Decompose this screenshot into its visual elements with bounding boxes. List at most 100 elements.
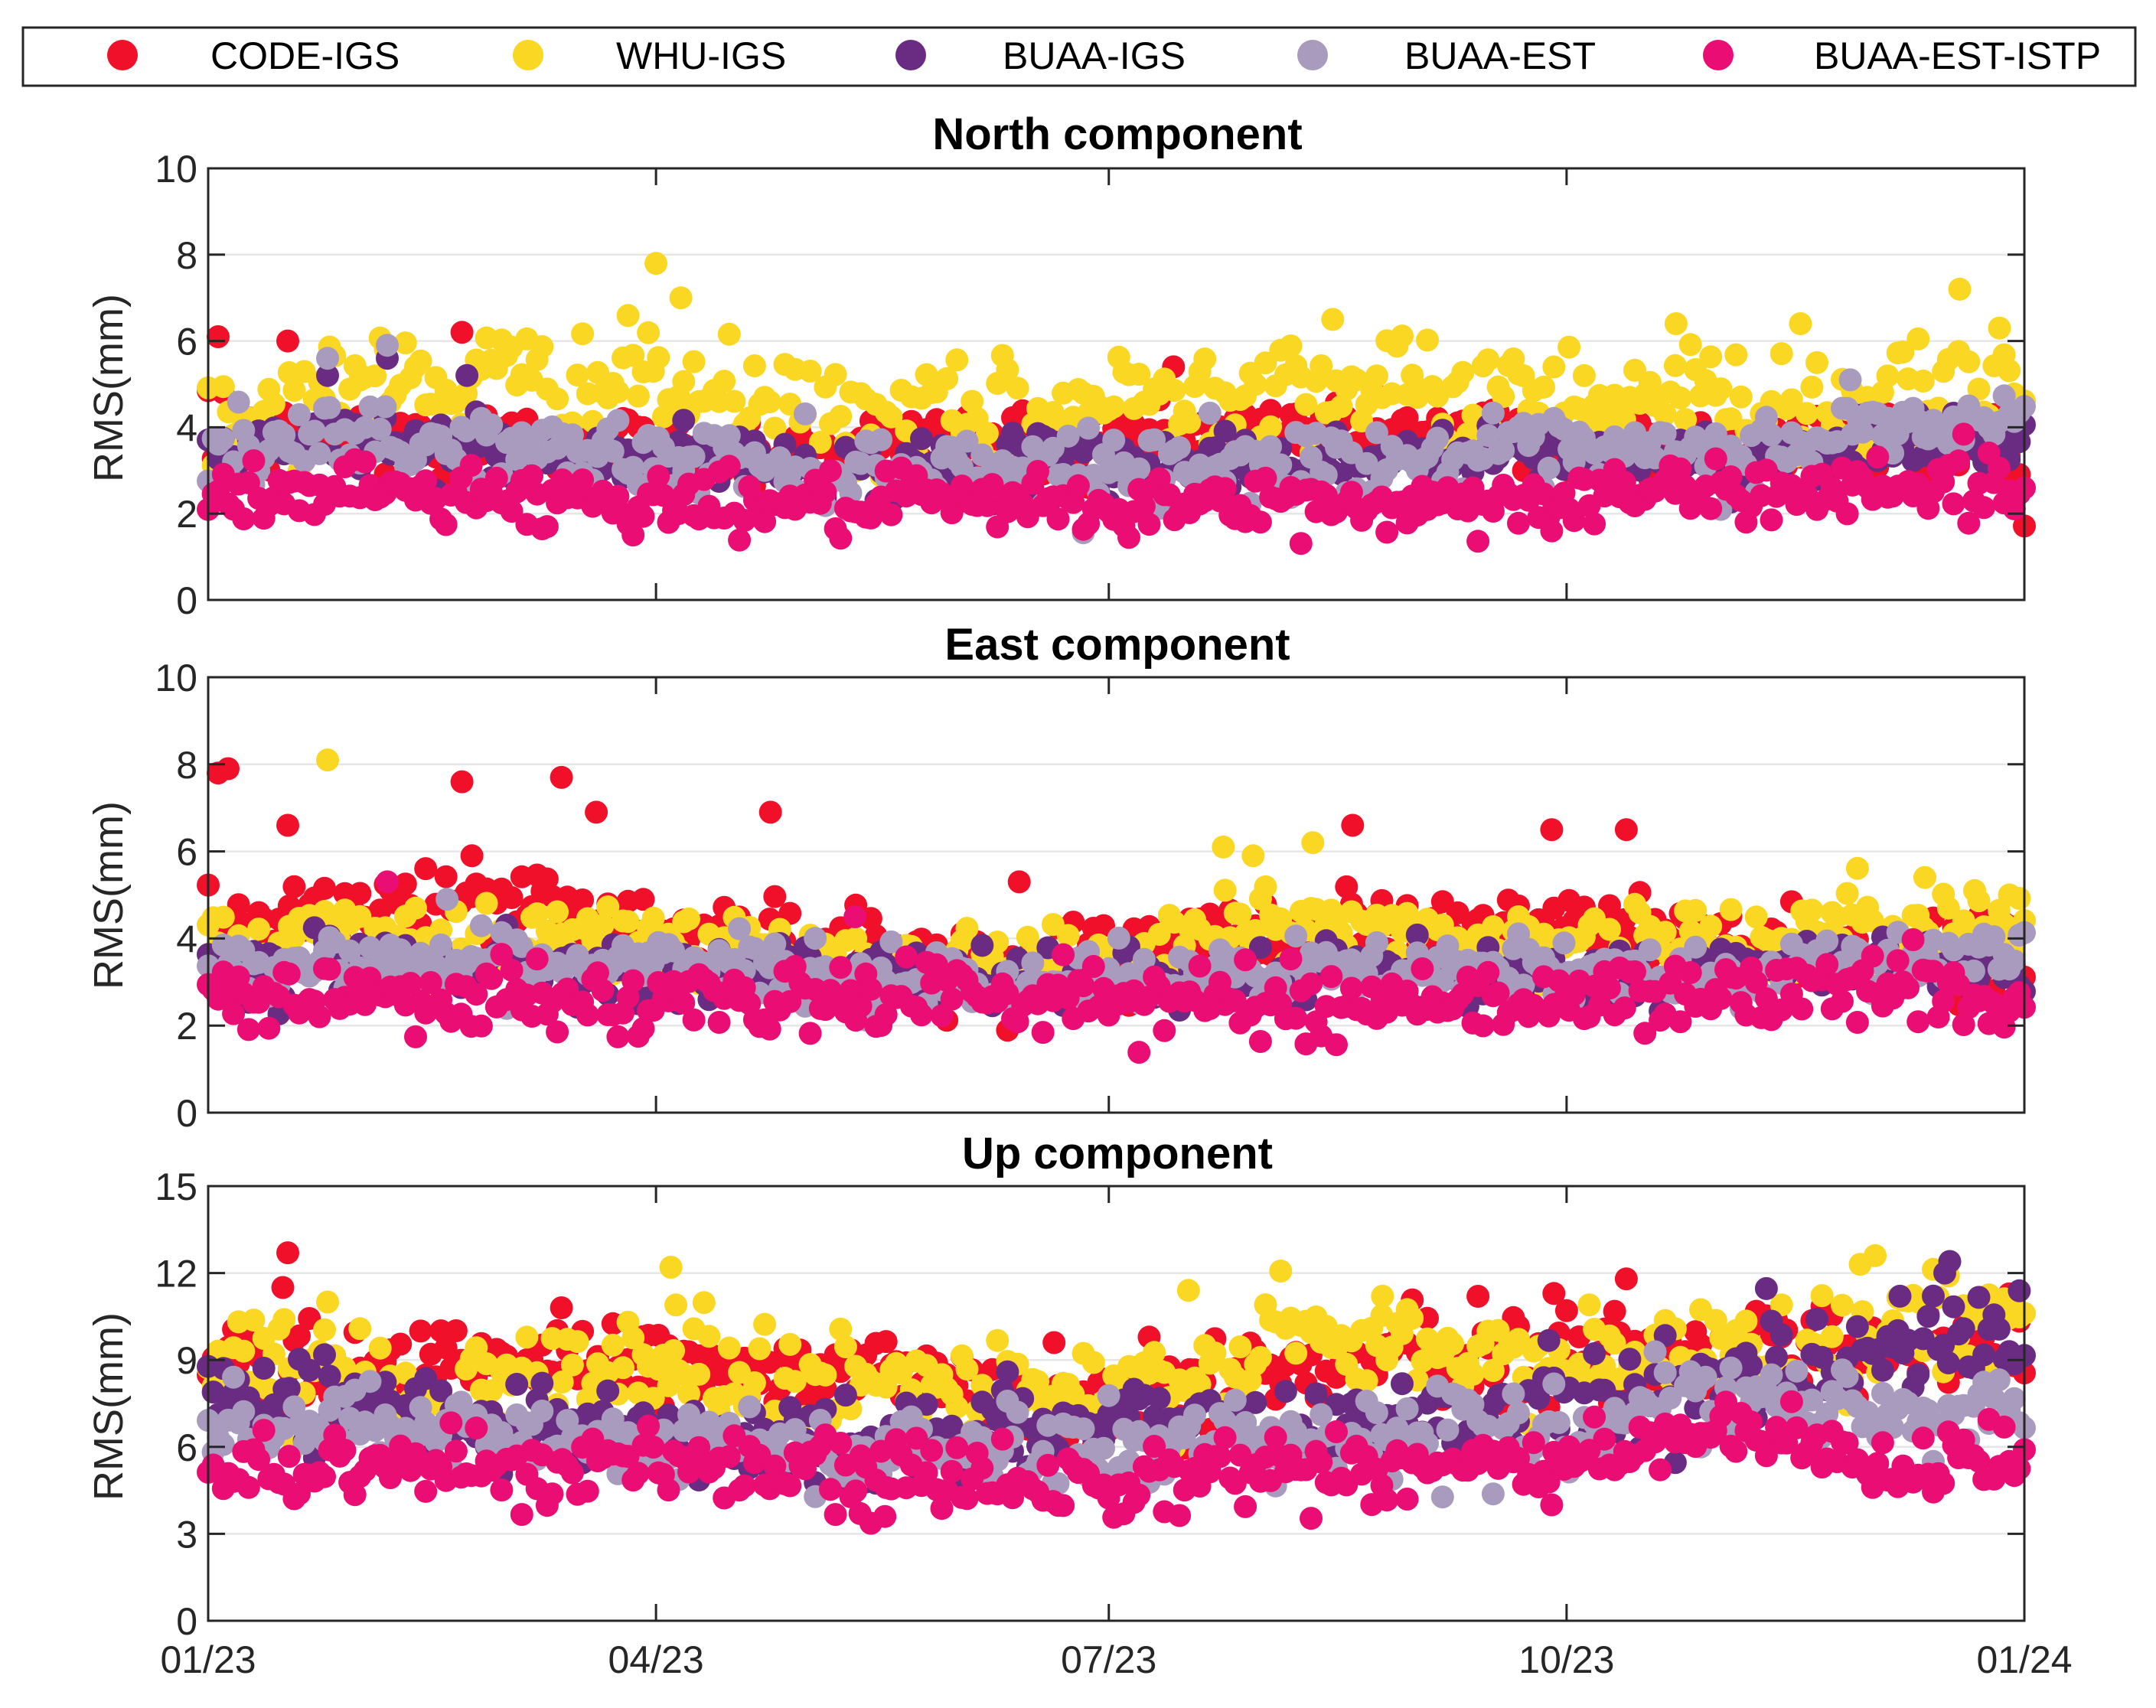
- point-north-buaa-est: [318, 396, 341, 419]
- point-north-whu-igs: [798, 360, 822, 383]
- point-north-whu-igs: [672, 370, 696, 393]
- point-east-buaa-est-istp: [1897, 976, 1920, 999]
- point-north-buaa-est-istp: [1461, 476, 1485, 500]
- point-east-buaa-est-istp: [1411, 957, 1434, 980]
- point-east-code-igs: [500, 886, 524, 909]
- point-north-whu-igs: [717, 322, 741, 346]
- panel-title-north: North component: [932, 109, 1302, 159]
- point-up-whu-igs: [1176, 1279, 1200, 1302]
- point-north-code-igs: [450, 321, 474, 344]
- point-east-whu-igs: [1301, 831, 1325, 855]
- point-north-buaa-est-istp: [621, 523, 645, 547]
- point-north-whu-igs: [546, 387, 569, 411]
- point-east-buaa-est-istp: [469, 1014, 493, 1038]
- ylabel-north: RMS(mm): [86, 294, 132, 482]
- point-north-buaa-est-istp: [242, 449, 266, 473]
- point-up-whu-igs: [742, 1371, 766, 1394]
- point-north-whu-igs: [742, 354, 766, 377]
- point-north-buaa-est: [1077, 416, 1101, 440]
- point-up-buaa-igs: [1244, 1390, 1267, 1414]
- point-up-buaa-igs: [1391, 1372, 1414, 1396]
- point-east-code-igs: [550, 765, 573, 789]
- point-north-buaa-est-istp: [232, 507, 256, 530]
- point-up-whu-igs: [1081, 1351, 1105, 1374]
- point-east-buaa-est-istp: [500, 958, 524, 982]
- point-up-buaa-igs: [318, 1364, 341, 1388]
- y-tick-label: 4: [176, 406, 197, 449]
- point-east-code-igs: [1007, 870, 1031, 894]
- point-east-buaa-est-istp: [1623, 960, 1646, 983]
- point-up-whu-igs: [687, 1362, 711, 1386]
- point-north-buaa-est-istp: [1668, 457, 1692, 481]
- point-north-whu-igs: [1310, 354, 1333, 377]
- point-up-code-igs: [1554, 1299, 1578, 1322]
- point-north-whu-igs: [1391, 324, 1414, 348]
- point-up-buaa-est: [222, 1365, 246, 1389]
- point-north-whu-igs: [1294, 393, 1318, 416]
- legend-label-whu-igs: WHU-IGS: [616, 34, 786, 77]
- point-up-whu-igs: [1269, 1260, 1293, 1283]
- point-north-buaa-est-istp: [1254, 466, 1277, 490]
- point-north-buaa-est: [717, 424, 741, 448]
- point-north-whu-igs: [409, 349, 432, 373]
- point-east-code-igs: [571, 888, 595, 911]
- point-east-buaa-est-istp: [257, 1016, 281, 1040]
- point-north-buaa-est: [1168, 435, 1192, 459]
- point-east-buaa-est: [1552, 931, 1576, 955]
- point-north-buaa-est-istp: [1613, 471, 1636, 494]
- y-tick-label: 10: [155, 148, 197, 191]
- point-north-whu-igs: [616, 304, 640, 328]
- point-east-whu-igs: [1056, 924, 1080, 947]
- point-north-whu-igs: [722, 390, 746, 413]
- point-north-buaa-est: [1754, 406, 1778, 429]
- point-east-buaa-est-istp: [318, 957, 341, 981]
- point-up-buaa-igs: [1871, 1358, 1894, 1382]
- point-up-buaa-igs: [1916, 1305, 1940, 1328]
- point-up-whu-igs: [814, 1363, 837, 1387]
- point-north-whu-igs: [1321, 308, 1345, 331]
- point-north-buaa-est: [1537, 456, 1561, 480]
- point-up-whu-igs: [659, 1256, 683, 1279]
- point-up-whu-igs: [664, 1293, 688, 1317]
- point-up-whu-igs: [1820, 1325, 1844, 1348]
- point-east-buaa-est: [1638, 938, 1662, 962]
- point-north-whu-igs: [1988, 316, 2011, 340]
- point-north-whu-igs: [1102, 395, 1126, 419]
- legend-marker-buaa-est-istp: [1703, 40, 1734, 70]
- point-north-buaa-est-istp: [1026, 460, 1049, 483]
- point-north-whu-igs: [935, 367, 959, 390]
- point-east-buaa-est-istp: [1709, 986, 1733, 1010]
- point-north-whu-igs: [1178, 410, 1202, 434]
- point-north-buaa-est-istp: [1957, 511, 1981, 535]
- point-up-whu-igs: [1461, 1362, 1485, 1386]
- point-up-buaa-igs: [1845, 1315, 1869, 1338]
- point-north-buaa-est: [1992, 384, 2016, 408]
- point-north-buaa-est-istp: [606, 484, 630, 508]
- point-east-whu-igs: [211, 905, 235, 929]
- point-up-whu-igs: [1848, 1253, 1872, 1276]
- point-east-buaa-est-istp: [480, 966, 504, 990]
- point-east-buaa-est-istp: [1188, 954, 1212, 978]
- point-up-whu-igs: [272, 1308, 296, 1332]
- point-north-buaa-est: [1476, 424, 1500, 447]
- point-north-whu-igs: [1789, 312, 1812, 335]
- point-north-buaa-est-istp: [728, 528, 752, 552]
- point-up-buaa-igs: [1888, 1284, 1912, 1308]
- point-east-whu-igs: [1719, 898, 1743, 921]
- point-north-buaa-est-istp: [1466, 530, 1490, 553]
- point-east-buaa-est-istp: [1319, 965, 1343, 989]
- point-north-buaa-est-istp: [353, 450, 377, 474]
- point-north-whu-igs: [644, 252, 668, 275]
- point-north-buaa-est-istp: [1132, 494, 1156, 518]
- point-north-whu-igs: [364, 364, 387, 388]
- point-up-buaa-igs: [1936, 1351, 1960, 1374]
- point-north-buaa-est: [1653, 422, 1677, 445]
- point-east-whu-igs: [1998, 883, 2021, 907]
- point-north-whu-igs: [393, 331, 417, 355]
- point-east-buaa-est-istp: [910, 1003, 933, 1027]
- point-east-buaa-est-istp: [236, 1018, 260, 1041]
- point-up-buaa-igs: [1147, 1387, 1171, 1410]
- y-tick-label: 10: [155, 657, 197, 699]
- point-north-whu-igs: [621, 344, 645, 367]
